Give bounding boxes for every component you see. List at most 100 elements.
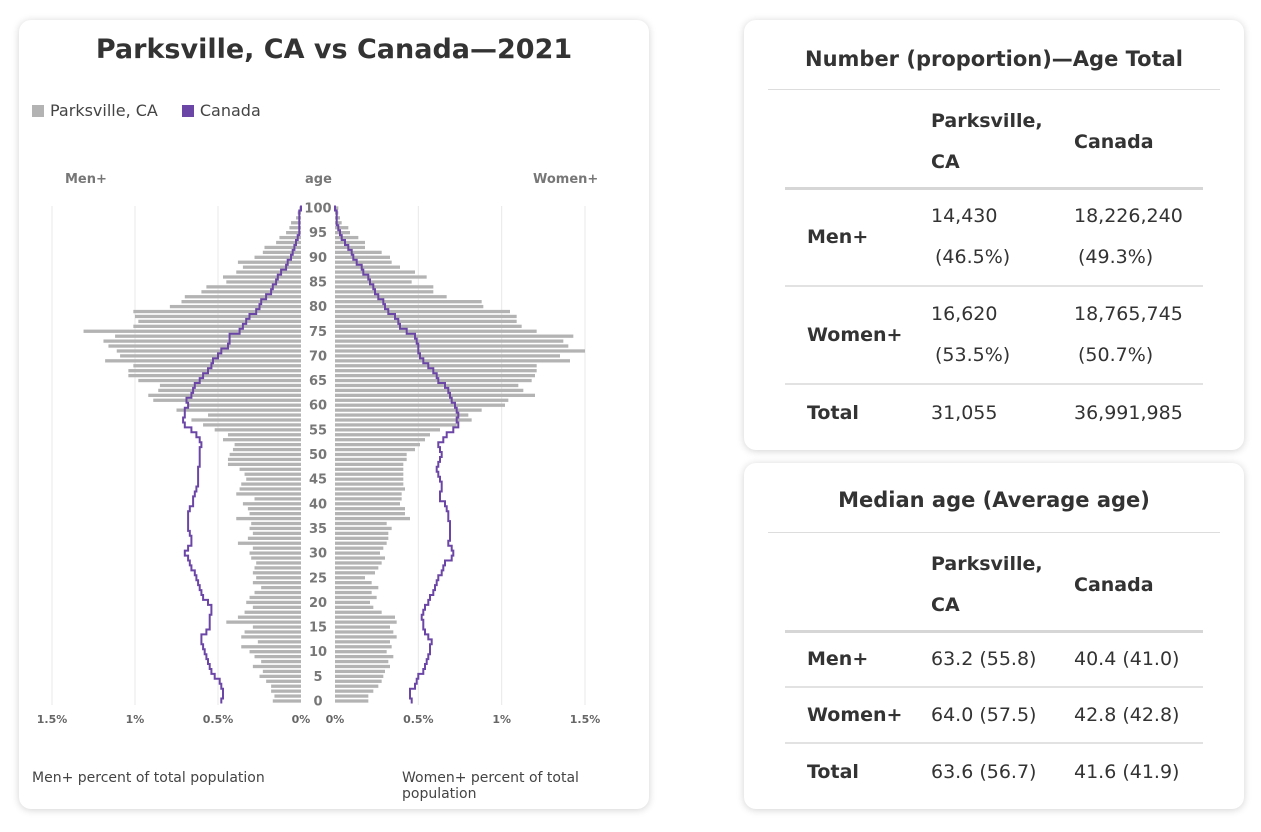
cell-canada: 36,991,985 — [1074, 401, 1183, 424]
bar-men-parksville — [249, 512, 301, 516]
bar-women-parksville — [335, 393, 535, 397]
population-pyramid-card: Parksville, CA vs Canada—2021 Parksville… — [19, 20, 649, 809]
bar-women-parksville — [335, 413, 469, 417]
bar-men-parksville — [184, 295, 301, 299]
age-tick-label: 90 — [309, 251, 327, 266]
bar-women-parksville — [335, 699, 369, 703]
bar-women-parksville — [335, 566, 379, 570]
bar-women-parksville — [335, 403, 505, 407]
bar-women-parksville — [335, 369, 537, 373]
row-label: Women+ — [807, 704, 903, 726]
cell-parksville: 64.0 (57.5) — [931, 704, 1037, 726]
line-women-canada — [334, 205, 460, 704]
legend-item-canada[interactable]: Canada — [181, 101, 261, 120]
cell-canada: 41.6 (41.9) — [1074, 760, 1180, 783]
chart-title: Parksville, CA vs Canada—2021 — [95, 34, 573, 65]
bar-women-parksville — [335, 231, 350, 235]
bar-women-parksville — [335, 516, 410, 521]
bar-men-parksville — [257, 640, 301, 644]
bar-men-parksville — [227, 433, 301, 437]
bar-women-parksville — [335, 373, 535, 378]
women-axis-tick: 0% — [326, 713, 345, 726]
bar-men-parksville — [222, 438, 301, 442]
bar-women-parksville — [335, 526, 392, 531]
legend-item-parksville[interactable]: Parksville, CA — [32, 101, 158, 120]
bar-men-parksville — [252, 581, 301, 585]
bar-men-parksville — [252, 625, 301, 629]
bar-men-parksville — [120, 354, 301, 358]
bar-women-parksville — [335, 585, 379, 590]
bar-women-parksville — [335, 689, 374, 693]
bar-women-parksville — [335, 457, 407, 462]
median-table-header: Parksville, CA Canada — [785, 541, 1203, 631]
cell-canada: 40.4 (41.0) — [1074, 648, 1180, 671]
men-axis-footer: Men+ percent of total population — [32, 770, 265, 786]
bar-women-parksville — [335, 556, 385, 560]
count-col-parksville: Parksville, CA — [931, 110, 1043, 174]
bar-men-parksville — [252, 664, 301, 669]
bar-men-parksville — [116, 349, 302, 353]
bar-men-parksville — [274, 694, 301, 698]
bar-women-parksville — [335, 561, 382, 565]
bar-women-parksville — [335, 300, 482, 304]
bar-women-parksville — [335, 408, 482, 412]
age-tick-label: 75 — [309, 325, 327, 340]
bar-men-parksville — [128, 373, 301, 378]
age-tick-label: 80 — [309, 300, 327, 315]
bar-women-parksville — [335, 551, 380, 555]
bar-women-parksville — [335, 329, 537, 333]
bar-men-parksville — [252, 546, 301, 550]
table-row: Total 31,055 36,991,985 — [785, 384, 1203, 440]
pyramid-plot: 0 5 10 15 20 25 30 35 40 45 50 55 60 65 70 75 80 85 90 95 10… — [37, 202, 601, 727]
bar-men-parksville — [241, 482, 301, 486]
bar-men-parksville — [261, 585, 301, 590]
bar-men-parksville — [227, 457, 301, 462]
cell-canada: 18,226,240 (49.3%) — [1074, 205, 1183, 269]
bar-women-parksville — [335, 541, 387, 545]
age-tick-label: 10 — [309, 645, 327, 660]
bar-men-parksville — [128, 369, 301, 373]
bar-women-parksville — [335, 635, 397, 639]
bar-men-parksville — [232, 447, 301, 452]
age-tick-label: 70 — [309, 349, 327, 364]
bar-men-parksville — [236, 516, 301, 521]
bar-women-parksville — [335, 364, 537, 368]
bar-women-parksville — [335, 383, 519, 388]
bar-men-parksville — [133, 364, 301, 368]
bar-women-parksville — [335, 467, 404, 471]
bar-women-parksville — [335, 433, 430, 437]
median-table: Parksville, CA Canada Men+ 63.2 (55.8) 40… — [785, 541, 1203, 799]
chart-legend: Parksville, CA Canada — [32, 101, 261, 120]
age-tick-label: 25 — [309, 571, 327, 586]
bar-men-parksville — [115, 334, 301, 338]
women-axis-tick: 0.5% — [403, 713, 434, 726]
bar-women-parksville — [335, 664, 390, 669]
bar-men-parksville — [247, 536, 301, 540]
bar-women-parksville — [335, 442, 420, 447]
bar-women-parksville — [335, 398, 509, 402]
women-side-label: Women+ — [533, 172, 599, 187]
bar-men-parksville — [208, 413, 301, 417]
bar-men-parksville — [138, 378, 301, 383]
women-axis-tick: 1.5% — [570, 713, 601, 726]
bar-men-parksville — [256, 561, 301, 565]
cell-parksville: 16,620 (53.5%) — [931, 303, 1011, 366]
bar-women-parksville — [335, 304, 484, 309]
bar-men-parksville — [242, 265, 301, 269]
bar-women-parksville — [335, 206, 339, 210]
bar-men-parksville — [237, 541, 301, 545]
age-tick-label: 85 — [309, 275, 327, 290]
table-row: Women+ 16,620 (53.5%) 18,765,745 (50.7%) — [785, 286, 1203, 384]
bar-men-parksville — [252, 531, 301, 536]
bar-women-parksville — [335, 502, 400, 506]
bar-men-parksville — [236, 492, 301, 496]
bar-women-parksville — [335, 423, 457, 427]
age-tick-label: 45 — [309, 473, 327, 488]
bar-men-parksville — [158, 388, 301, 393]
bar-women-parksville — [335, 590, 372, 595]
bar-women-parksville — [335, 610, 382, 614]
bar-women-parksville — [335, 497, 402, 501]
bar-women-parksville — [335, 620, 397, 624]
bar-women-parksville — [335, 492, 402, 496]
bar-men-parksville — [241, 645, 301, 649]
